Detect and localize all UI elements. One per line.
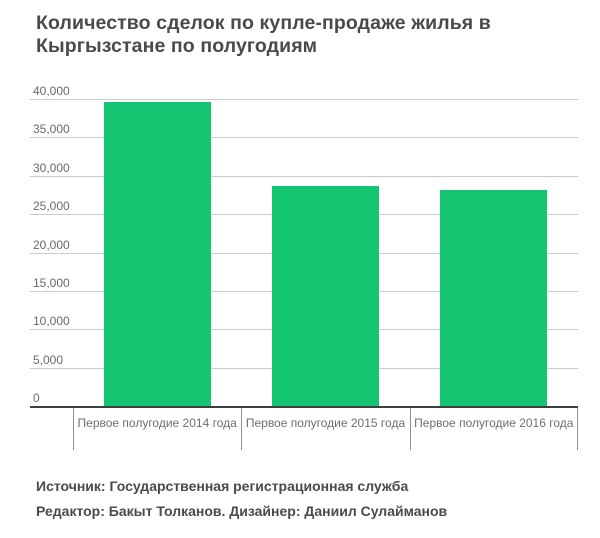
x-axis-tick bbox=[241, 408, 243, 450]
x-axis-tick bbox=[73, 408, 74, 450]
x-axis-tick bbox=[409, 408, 411, 450]
x-axis-category-label: Первое полугодие 2015 года bbox=[245, 416, 406, 430]
source-text: Источник: Государственная регистрационна… bbox=[36, 478, 409, 494]
gridline bbox=[30, 175, 578, 177]
x-axis-tick bbox=[577, 408, 578, 450]
y-axis-tick-label: 0 bbox=[33, 391, 40, 405]
chart-footer: Источник: Государственная регистрационна… bbox=[36, 474, 447, 524]
bar bbox=[103, 102, 211, 406]
y-axis-tick-label: 20,000 bbox=[33, 237, 70, 252]
x-axis-line bbox=[30, 406, 578, 408]
x-axis-category-label: Первое полугодие 2016 года bbox=[414, 416, 574, 430]
y-axis-tick-label: 15,000 bbox=[33, 275, 70, 290]
y-axis-tick-label: 25,000 bbox=[33, 199, 70, 214]
bar-chart: 0 5,000 10,000 15,000 20,000 25,000 30,000 35,0… bbox=[30, 85, 578, 465]
gridline bbox=[30, 137, 578, 139]
gridline bbox=[30, 99, 578, 100]
y-axis-tick-label: 35,000 bbox=[33, 122, 70, 137]
chart-title: Количество сделок по купле-продаже жилья… bbox=[36, 12, 491, 57]
y-axis-tick-label: 40,000 bbox=[33, 84, 70, 98]
x-axis-category-label: Первое полугодие 2014 года bbox=[77, 416, 237, 430]
bar bbox=[440, 190, 548, 406]
y-axis-tick-label: 30,000 bbox=[33, 160, 70, 175]
y-axis-tick-label: 5,000 bbox=[33, 352, 64, 367]
y-axis-tick-label: 10,000 bbox=[33, 314, 70, 329]
bar bbox=[272, 186, 379, 406]
credits-text: Редактор: Бакыт Толканов. Дизайнер: Дани… bbox=[36, 503, 448, 519]
